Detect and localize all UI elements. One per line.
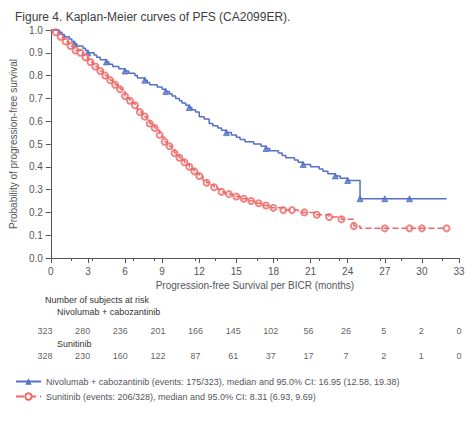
svg-text:1: 1 [419,351,424,361]
svg-text:Probability of progression-fre: Probability of progression-free survival [8,59,19,229]
svg-text:87: 87 [191,351,201,361]
svg-text:145: 145 [226,326,241,336]
svg-text:0.1: 0.1 [29,230,43,241]
svg-text:Sunitinib: Sunitinib [57,339,92,349]
svg-text:Number of subjects at risk: Number of subjects at risk [45,295,150,305]
svg-text:2: 2 [419,326,424,336]
svg-text:Nivolumab + cabozantinib: Nivolumab + cabozantinib [57,307,160,317]
svg-text:0.0: 0.0 [29,253,43,264]
svg-text:0: 0 [48,266,54,277]
svg-text:3: 3 [85,266,91,277]
svg-text:56: 56 [303,326,313,336]
svg-text:6: 6 [122,266,128,277]
svg-text:166: 166 [188,326,203,336]
svg-text:61: 61 [228,351,238,361]
svg-text:0.5: 0.5 [29,139,43,150]
svg-text:Nivolumab + cabozantinib (even: Nivolumab + cabozantinib (events: 175/32… [46,377,399,387]
svg-text:230: 230 [75,351,90,361]
svg-text:7: 7 [344,351,349,361]
svg-text:0.2: 0.2 [29,207,43,218]
svg-text:12: 12 [194,266,206,277]
svg-text:328: 328 [37,351,52,361]
svg-text:27: 27 [379,266,391,277]
svg-text:33: 33 [453,266,465,277]
svg-text:1.0: 1.0 [29,25,43,36]
svg-text:Sunitinib (events: 206/328), m: Sunitinib (events: 206/328), median and … [46,392,316,402]
svg-text:Progression-free Survival per: Progression-free Survival per BICR (mont… [156,280,354,291]
svg-text:0.8: 0.8 [29,70,43,81]
svg-text:0.9: 0.9 [29,47,43,58]
svg-text:37: 37 [266,351,276,361]
svg-text:0.3: 0.3 [29,184,43,195]
svg-text:2: 2 [381,351,386,361]
svg-text:236: 236 [113,326,128,336]
svg-text:17: 17 [303,351,313,361]
svg-text:0.6: 0.6 [29,116,43,127]
svg-text:0: 0 [456,351,461,361]
svg-text:5: 5 [381,326,386,336]
svg-text:280: 280 [75,326,90,336]
svg-text:Figure 4. Kaplan-Meier curves: Figure 4. Kaplan-Meier curves of PFS (CA… [15,10,290,24]
svg-text:9: 9 [159,266,165,277]
svg-text:21: 21 [305,266,317,277]
svg-text:102: 102 [263,326,278,336]
svg-text:26: 26 [341,326,351,336]
svg-text:122: 122 [150,351,165,361]
svg-text:323: 323 [37,326,52,336]
svg-text:15: 15 [231,266,243,277]
svg-text:0.7: 0.7 [29,93,43,104]
svg-text:30: 30 [416,266,428,277]
svg-text:160: 160 [113,351,128,361]
svg-text:0.4: 0.4 [29,161,43,172]
svg-text:24: 24 [342,266,354,277]
svg-text:0: 0 [456,326,461,336]
svg-text:18: 18 [268,266,280,277]
svg-text:201: 201 [150,326,165,336]
